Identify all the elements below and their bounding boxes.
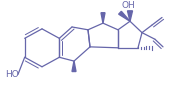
Polygon shape bbox=[128, 11, 132, 21]
Text: HO: HO bbox=[5, 70, 19, 79]
Polygon shape bbox=[101, 13, 105, 23]
Polygon shape bbox=[72, 61, 76, 71]
Polygon shape bbox=[119, 11, 130, 21]
Text: OH: OH bbox=[122, 1, 136, 10]
